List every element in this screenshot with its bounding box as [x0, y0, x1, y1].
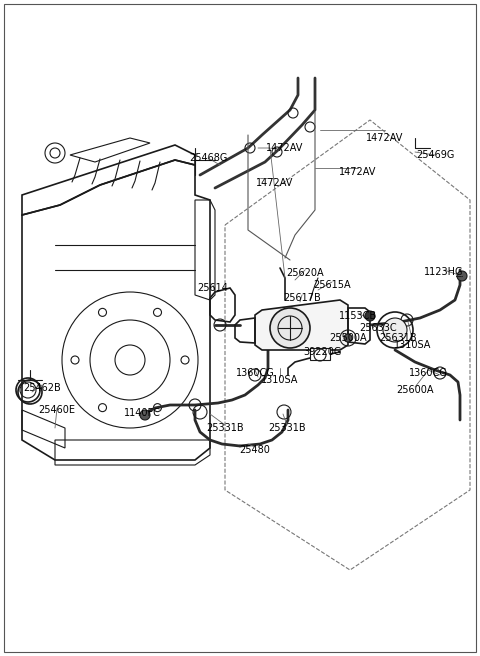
Text: 25614: 25614 [198, 283, 228, 293]
Text: 25469G: 25469G [416, 150, 454, 160]
Circle shape [344, 334, 352, 342]
Text: 25331B: 25331B [206, 423, 244, 433]
Text: 1472AV: 1472AV [339, 167, 377, 177]
Text: 25500A: 25500A [329, 333, 367, 343]
Text: 1472AV: 1472AV [266, 143, 304, 153]
Text: 1153CB: 1153CB [339, 311, 377, 321]
Circle shape [140, 410, 150, 420]
Text: 25480: 25480 [240, 445, 270, 455]
Text: 1360CG: 1360CG [408, 368, 447, 378]
Text: 25631B: 25631B [379, 333, 417, 343]
Circle shape [365, 311, 375, 321]
Text: 1360CG: 1360CG [236, 368, 275, 378]
Text: 1123HG: 1123HG [424, 267, 464, 277]
Text: 39220G: 39220G [304, 347, 342, 357]
Circle shape [383, 318, 407, 342]
Text: 1472AV: 1472AV [366, 133, 404, 143]
Text: 25633C: 25633C [359, 323, 397, 333]
Text: 25331B: 25331B [268, 423, 306, 433]
Text: 25600A: 25600A [396, 385, 434, 395]
Circle shape [457, 271, 467, 281]
Circle shape [270, 308, 310, 348]
Polygon shape [310, 348, 330, 360]
Text: 1310SA: 1310SA [261, 375, 299, 385]
Text: 25615A: 25615A [313, 280, 351, 290]
Polygon shape [255, 300, 348, 350]
Text: 1310SA: 1310SA [394, 340, 432, 350]
Text: 25468G: 25468G [189, 153, 227, 163]
Text: 1472AV: 1472AV [256, 178, 294, 188]
Text: 25620A: 25620A [286, 268, 324, 278]
Text: 25462B: 25462B [23, 383, 61, 393]
Text: 25617B: 25617B [283, 293, 321, 303]
Text: 1140FC: 1140FC [123, 408, 160, 418]
Text: 25460E: 25460E [38, 405, 75, 415]
